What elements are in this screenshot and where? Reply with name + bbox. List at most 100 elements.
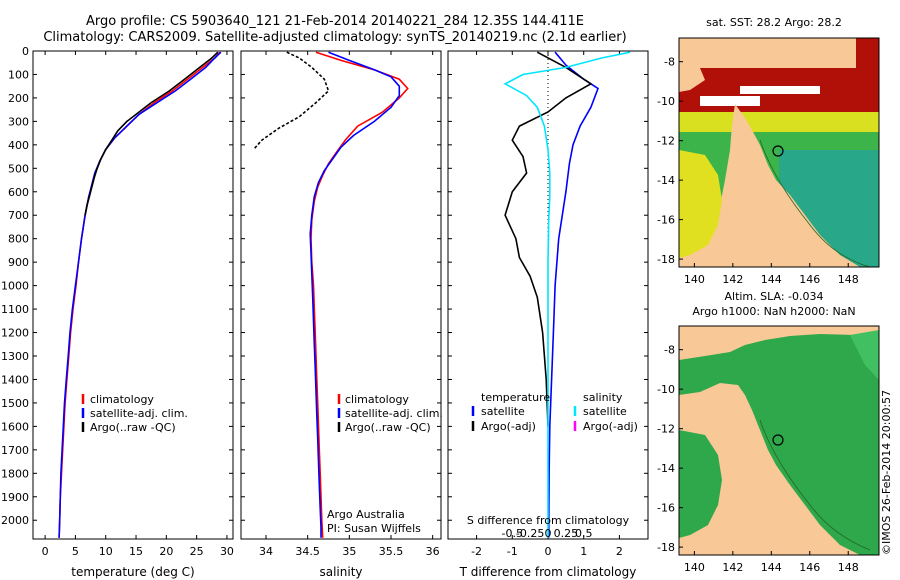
s-difference-tick-label: 0.5 [575,527,593,540]
sst-missing-strip [700,96,760,106]
map-y-tick-label: -10 [657,383,675,396]
s-difference-tick-label: -0.5 [502,527,523,540]
legend-label-satellite: satellite-adj. clim. [345,407,443,420]
argo-float-marker [772,145,784,157]
series-line-climatology [58,51,221,538]
legend-label-temperature-satellite: satellite [481,405,525,418]
legend-heading-salinity: salinity [583,391,623,404]
map-x-tick-label: 144 [761,273,782,286]
legend-label-argo: Argo(..raw -QC) [345,421,431,434]
imos-timestamp: ©IMOS 26-Feb-2014 20:00:57 [880,389,893,555]
map-y-tick-label: -18 [657,541,675,554]
legend-label-salinity-satellite: satellite [583,405,627,418]
temperature-legend: climatology satellite-adj. clim. Argo(..… [81,393,188,434]
x-tick-label: 15 [129,545,143,558]
title-line-2: Climatology: CARS2009. Satellite-adjuste… [43,30,627,45]
salinity-legend: climatology satellite-adj. clim. Argo(..… [327,393,443,535]
sst-missing-strip [740,86,820,94]
x-tick-label: 10 [99,545,113,558]
x-tick-label: 35 [342,545,356,558]
sst-depth-contour [759,139,871,268]
y-tick-label: 1000 [1,280,29,293]
legend-label-satellite: satellite-adj. clim. [90,407,188,420]
x-tick-label: -2 [471,545,482,558]
x-tick-label: 25 [190,545,204,558]
salinity-x-label: salinity [319,565,362,579]
x-tick-label: 34.5 [295,545,320,558]
y-tick-label: 0 [22,45,29,58]
y-tick-label: 1600 [1,420,29,433]
x-tick-label: 2 [616,545,623,558]
y-tick-label: 300 [8,115,29,128]
map-x-tick-label: 142 [722,561,743,574]
map-y-tick-label: -10 [657,95,675,108]
sla-map-title-2: Argo h1000: NaN h2000: NaN [692,305,855,318]
series-line-temperature-satellite [547,51,599,538]
sla-gulf-ocean [679,430,722,538]
map-x-tick-label: 140 [684,561,705,574]
x-tick-label: 0 [42,545,49,558]
y-tick-label: 1700 [1,444,29,457]
x-tick-label: 30 [220,545,234,558]
sst-warm-patch [856,38,879,68]
series-line-temperature-argo-adj- [504,51,593,427]
t-difference-x-label: T difference from climatology [459,565,637,579]
y-tick-label: 1500 [1,397,29,410]
y-tick-label: 900 [8,256,29,269]
map-x-tick-label: 140 [684,273,705,286]
s-difference-tick-label: 0.25 [554,527,579,540]
gulf-warm-patch [679,150,722,258]
legend-label-argo: Argo(..raw -QC) [90,421,176,434]
map-x-tick-label: 148 [838,561,859,574]
series-line-climatology [310,51,409,538]
salinity-plot-frame [240,50,442,540]
y-tick-label: 500 [8,162,29,175]
argo-australia-annotation: Argo Australia [327,508,405,521]
title-line-1: Argo profile: CS 5903640_121 21-Feb-2014… [85,14,585,29]
map-x-tick-label: 142 [722,273,743,286]
legend-label-salinity-argo: Argo(-adj) [583,420,638,433]
y-tick-label: 700 [8,209,29,222]
y-tick-label: 1200 [1,327,29,340]
map-x-tick-label: 148 [838,273,859,286]
y-tick-label: 2000 [1,514,29,527]
y-tick-label: 100 [8,68,29,81]
y-tick-label: 1100 [1,303,29,316]
sst-map [678,37,880,268]
y-tick-label: 1800 [1,467,29,480]
map-y-tick-label: -14 [657,174,675,187]
sla-map-frame [678,325,880,556]
x-tick-label: 35.5 [379,545,404,558]
map-x-tick-label: 146 [799,561,820,574]
map-y-tick-label: -8 [664,56,675,69]
map-y-tick-label: -12 [657,423,675,436]
sla-map-title-1: Altim. SLA: -0.034 [724,290,823,303]
s-difference-label: S difference from climatology [467,514,630,527]
pi-annotation: PI: Susan Wijffels [327,522,421,535]
x-tick-label: 36 [426,545,440,558]
x-tick-label: 5 [72,545,79,558]
map-y-tick-label: -12 [657,135,675,148]
cape-york-land [679,104,860,267]
y-tick-label: 800 [8,233,29,246]
map-x-tick-label: 146 [799,273,820,286]
legend-label-climatology: climatology [90,393,154,406]
map-y-tick-label: -18 [657,253,675,266]
y-tick-label: 600 [8,186,29,199]
legend-heading-temperature: temperature [481,391,550,404]
map-x-tick-label: 144 [761,561,782,574]
x-tick-label: 0 [545,545,552,558]
s-difference-tick-label: -0.25 [516,527,544,540]
series-line-salinity-satellite [503,51,631,538]
series-line-argo-raw-qc- [252,51,330,151]
argo-float-marker [772,434,784,446]
y-tick-label: 1300 [1,350,29,363]
x-tick-label: 20 [159,545,173,558]
map-y-tick-label: -14 [657,462,675,475]
y-tick-label: 200 [8,92,29,105]
map-y-tick-label: -16 [657,502,675,515]
sst-land-cutout [679,68,705,92]
series-line-argo-raw-qc- [84,51,219,216]
map-y-tick-label: -8 [664,344,675,357]
